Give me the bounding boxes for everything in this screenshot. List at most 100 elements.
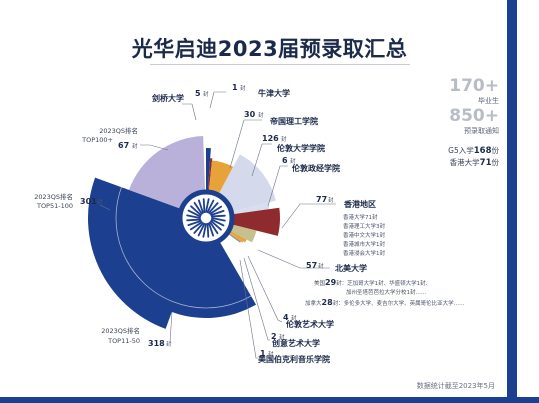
cambridge-label: 剑桥大学	[151, 93, 184, 103]
hk-count: 71	[479, 158, 492, 168]
g5-suffix: 份	[491, 146, 500, 155]
na-us-count: 29	[325, 278, 337, 287]
hub-spoke	[208, 222, 215, 237]
rank-top100plus-count: 67	[118, 141, 129, 150]
rank-top100plus-line2: TOP100+	[81, 136, 113, 144]
uca-label: 创意艺术大学	[271, 338, 320, 348]
hk-region-count: 77	[316, 195, 327, 204]
oxford-label: 牛津大学	[258, 88, 290, 98]
hub-spoke	[193, 222, 204, 234]
imperial-unit: 封	[258, 111, 264, 119]
chart-hub	[177, 189, 235, 247]
data-footnote: 数据统计截至2023年5月	[416, 382, 495, 390]
g5-summary: G5入学168份	[448, 145, 499, 156]
hub-spoke	[193, 201, 203, 215]
hub-spoke	[210, 218, 225, 227]
bottom-bar	[0, 397, 539, 403]
berklee-count: 1	[260, 349, 266, 358]
hub-spoke	[189, 221, 203, 231]
rank-top100plus-line1: 2023QS排名	[99, 126, 138, 135]
hub-spoke	[209, 205, 223, 215]
oxford-unit: 封	[240, 84, 246, 92]
rank-top11-unit: 封	[166, 340, 172, 348]
graduates-value: 170+	[449, 76, 499, 96]
rank-top51-line2: TOP51-100	[36, 202, 73, 210]
na-ca-rest: 封：多伦多大学、麦吉尔大学、英属哥伦比亚大学……	[333, 299, 465, 307]
hub-spoke	[206, 222, 210, 238]
ucl-count: 126	[262, 134, 279, 143]
sector-hk-region	[206, 207, 280, 236]
lse-unit: 封	[290, 157, 296, 165]
na-us-line: 美国29封：芝加哥大学1封、华盛顿大学1封、	[314, 278, 431, 287]
hub-spoke	[186, 214, 201, 219]
na-us-label: 美国	[314, 279, 326, 287]
cambridge-leader	[182, 103, 197, 121]
na-us-line2: 加州圣塔芭芭拉大学分校1封……	[346, 288, 427, 296]
hk-detail-2: 香港理工大学3封	[343, 222, 385, 230]
page-title: 光华启迪2023届预录取汇总	[131, 37, 408, 61]
ucl-leader	[251, 143, 272, 177]
hk-prefix: 香港大学	[449, 158, 480, 167]
lse-count: 6	[282, 156, 288, 165]
hub-spoke	[211, 217, 226, 222]
chart-leader-lines	[99, 91, 336, 359]
na-ca-label: 加拿大	[305, 299, 322, 307]
oxford-leader	[209, 91, 226, 109]
rank-top11-count: 318	[148, 339, 165, 348]
cambridge-count: 5	[195, 89, 201, 98]
inner-ring	[115, 127, 297, 309]
hk-detail-5: 香港浸会大学1封	[343, 249, 385, 257]
hub-spoke	[210, 220, 222, 231]
ual-unit: 封	[291, 314, 297, 322]
rank-top11-line1: 2023QS排名	[101, 326, 140, 335]
uca-count: 2	[271, 332, 277, 341]
decorative-stripe	[507, 0, 517, 403]
hk-region-unit: 封	[328, 196, 334, 204]
berklee-unit: 封	[268, 350, 274, 358]
na-ca-count: 28	[322, 298, 334, 307]
hub-spoke	[209, 221, 219, 235]
hub-spoke	[190, 205, 202, 216]
ual-label: 伦敦艺术大学	[286, 319, 334, 329]
ual-count: 4	[283, 313, 289, 322]
imperial-leader	[229, 119, 262, 169]
uca-leader	[243, 257, 270, 341]
lse-leader	[267, 165, 288, 207]
na-label: 北美大学	[335, 263, 367, 273]
offers-value: 850+	[449, 106, 499, 126]
rank-top11-line2: TOP11-50	[107, 337, 140, 345]
graduates-label: 毕业生	[478, 97, 499, 105]
hk-detail-4: 香港城市大学1封	[343, 240, 385, 248]
hub-spoke	[187, 209, 202, 218]
rank-top51-count: 301	[80, 197, 97, 206]
hub-spoke	[202, 198, 206, 214]
ucl-unit: 封	[281, 135, 287, 143]
hub-spoke	[187, 220, 202, 227]
ual-leader	[247, 255, 283, 323]
sector-top51-100	[87, 177, 206, 329]
ucl-label: 伦敦大学学院	[277, 143, 325, 153]
imperial-count: 30	[244, 110, 256, 119]
top100-leader	[140, 144, 169, 151]
hub-spoke	[210, 209, 225, 216]
cambridge-unit: 封	[203, 90, 209, 98]
hub-spoke	[205, 198, 210, 213]
hub-center	[202, 214, 210, 222]
na-count: 57	[306, 261, 317, 270]
hk-region-label: 香港地区	[343, 199, 376, 209]
na-leader	[257, 249, 330, 269]
lse-label: 伦敦政经学院	[292, 163, 340, 173]
hk-leader	[281, 203, 336, 229]
hub-spoke	[197, 222, 206, 237]
rank-top100plus-unit: 封	[132, 142, 138, 150]
hub-spoke	[202, 223, 207, 238]
hub-spoke	[206, 199, 215, 214]
berklee-label: 美国伯克利音乐学院	[258, 354, 330, 364]
hub-spoke	[186, 218, 202, 222]
title-divider	[150, 64, 410, 65]
top11-leader	[169, 311, 173, 343]
hk-detail-1: 香港大学71封	[343, 213, 378, 221]
hub-spoke	[208, 202, 219, 214]
uca-unit: 封	[279, 333, 285, 341]
